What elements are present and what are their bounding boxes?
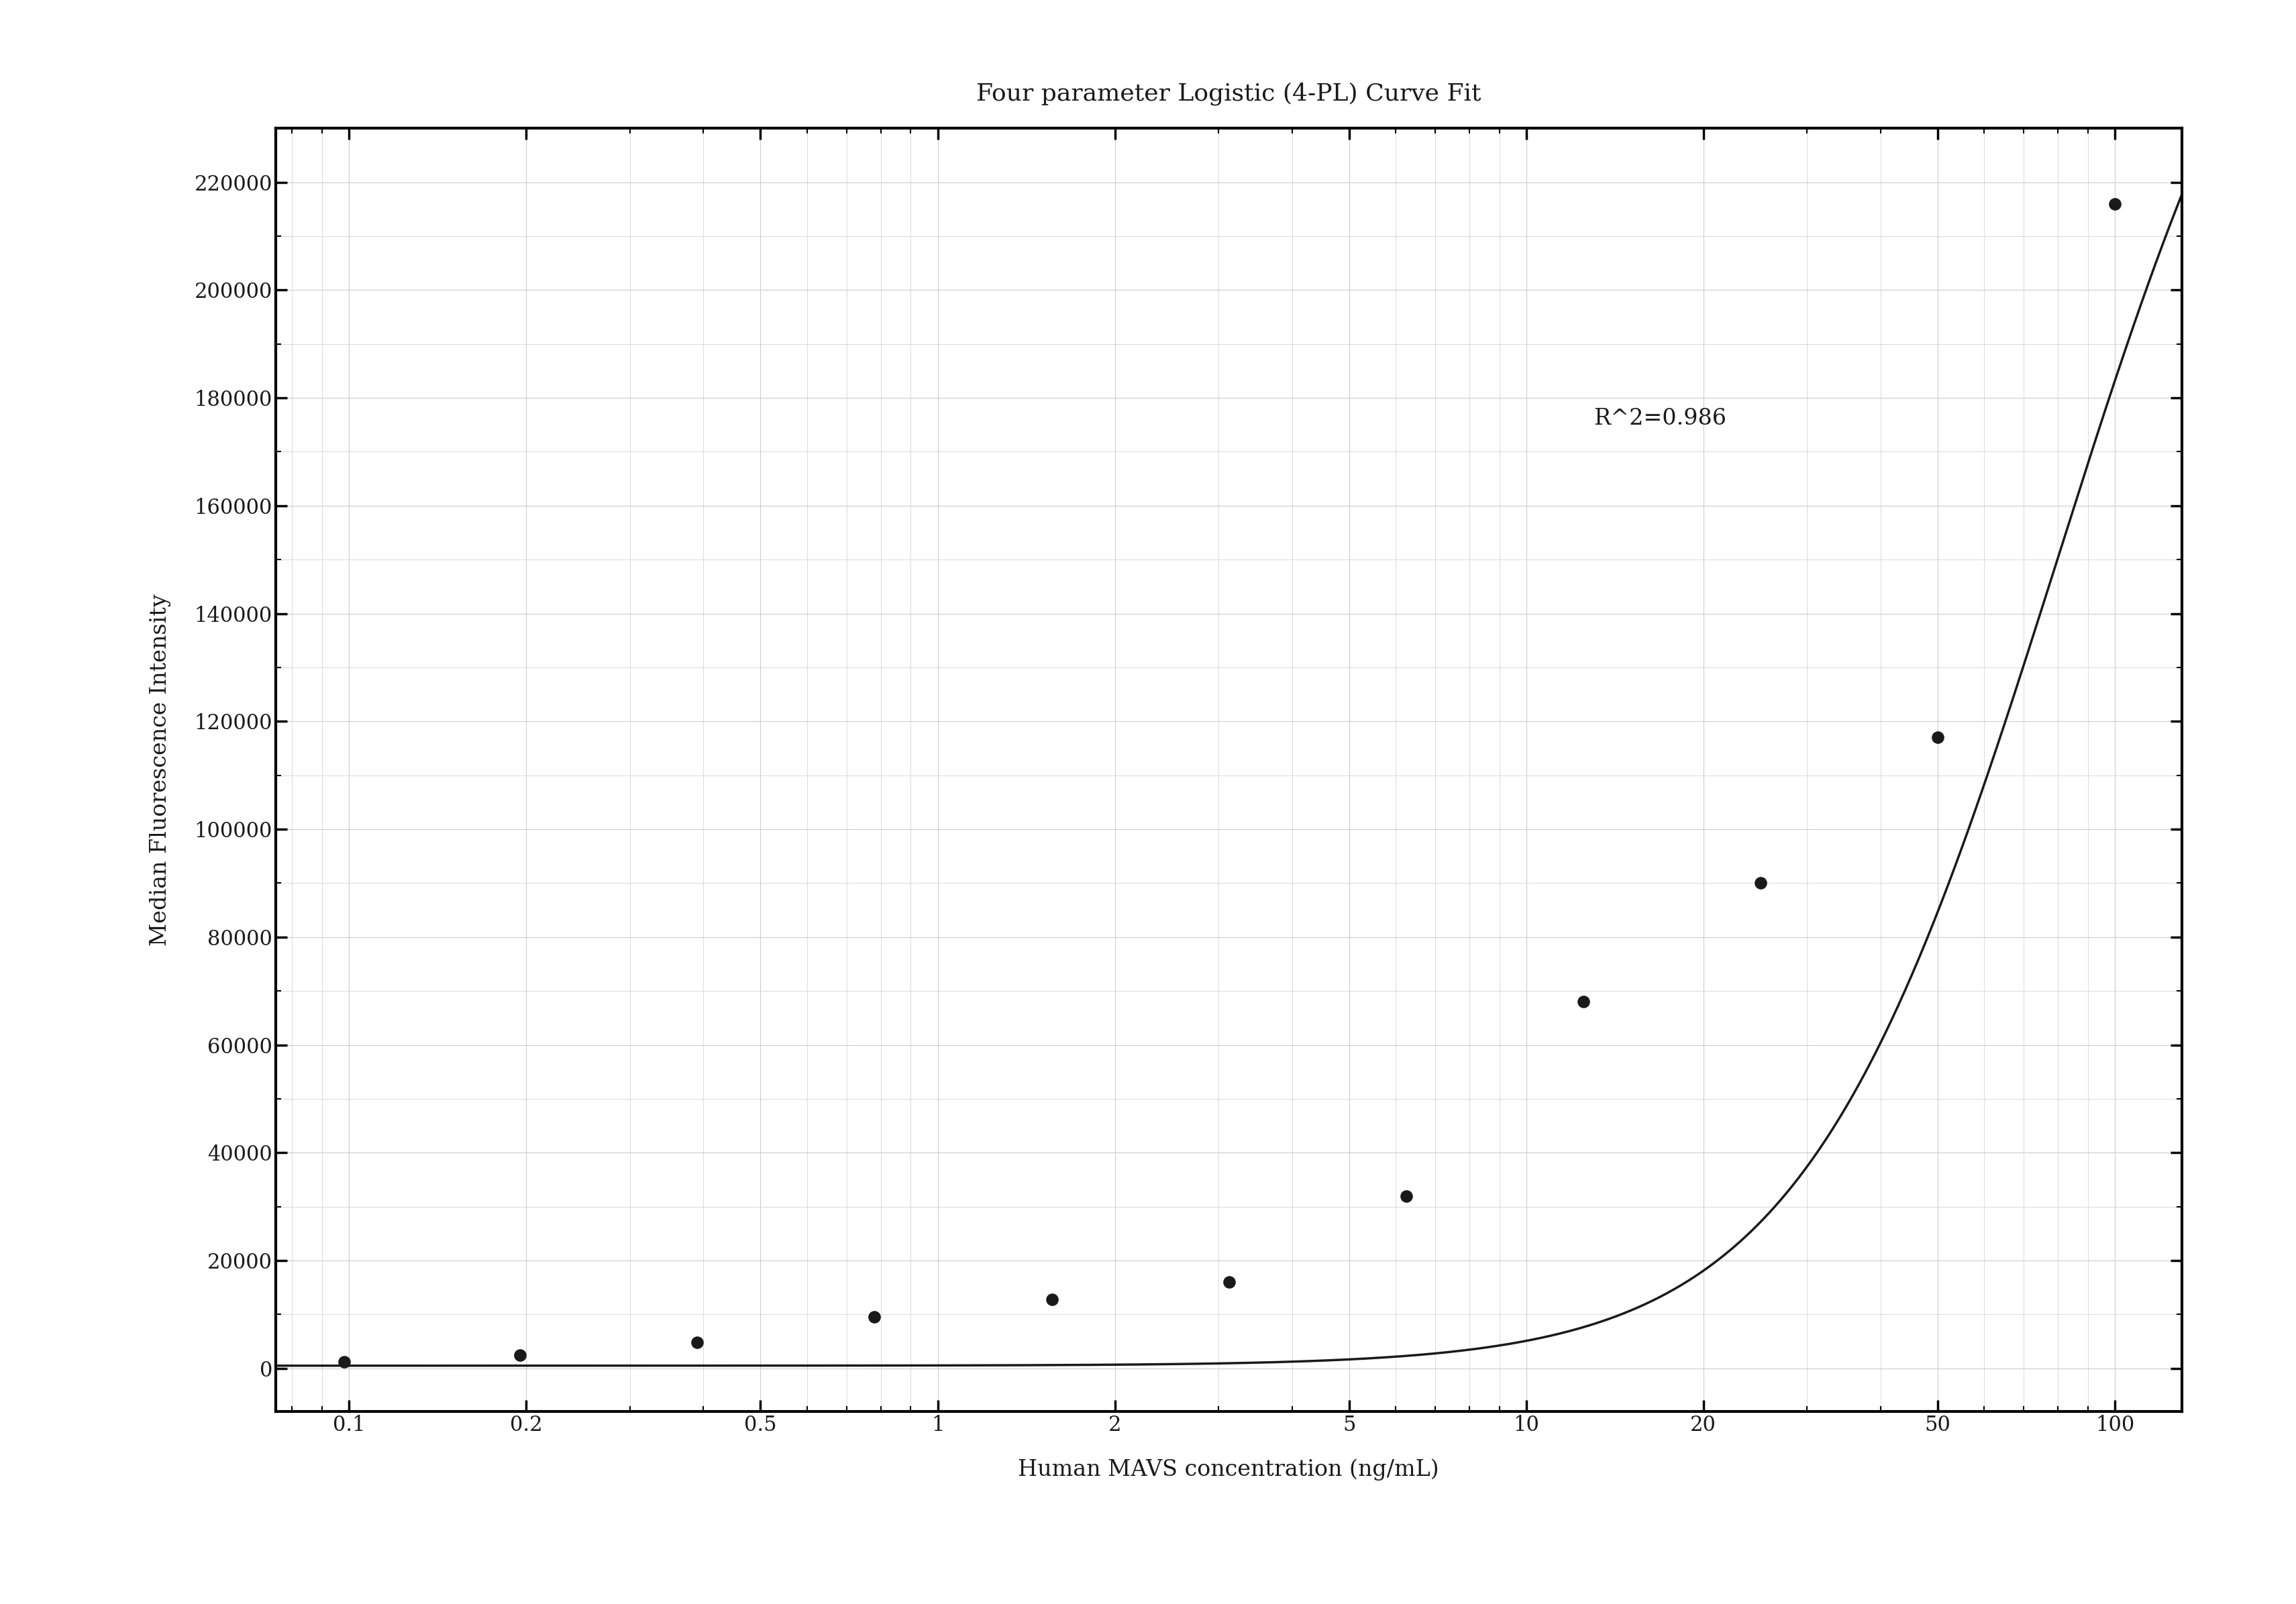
X-axis label: Human MAVS concentration (ng/mL): Human MAVS concentration (ng/mL) [1017, 1460, 1440, 1480]
Point [856, 1304, 893, 1330]
Y-axis label: Median Fluorescence Intensity: Median Fluorescence Intensity [149, 593, 170, 946]
Point [326, 1349, 363, 1375]
Point [1743, 871, 1779, 897]
Point [1210, 1269, 1247, 1294]
Title: Four parameter Logistic (4-PL) Curve Fit: Four parameter Logistic (4-PL) Curve Fit [976, 82, 1481, 106]
Point [1919, 725, 1956, 751]
Point [501, 1343, 537, 1368]
Text: R^2=0.986: R^2=0.986 [1593, 407, 1727, 430]
Point [1564, 990, 1600, 1015]
Point [677, 1330, 714, 1355]
Point [1387, 1184, 1424, 1209]
Point [1033, 1286, 1070, 1312]
Point [2096, 191, 2133, 217]
